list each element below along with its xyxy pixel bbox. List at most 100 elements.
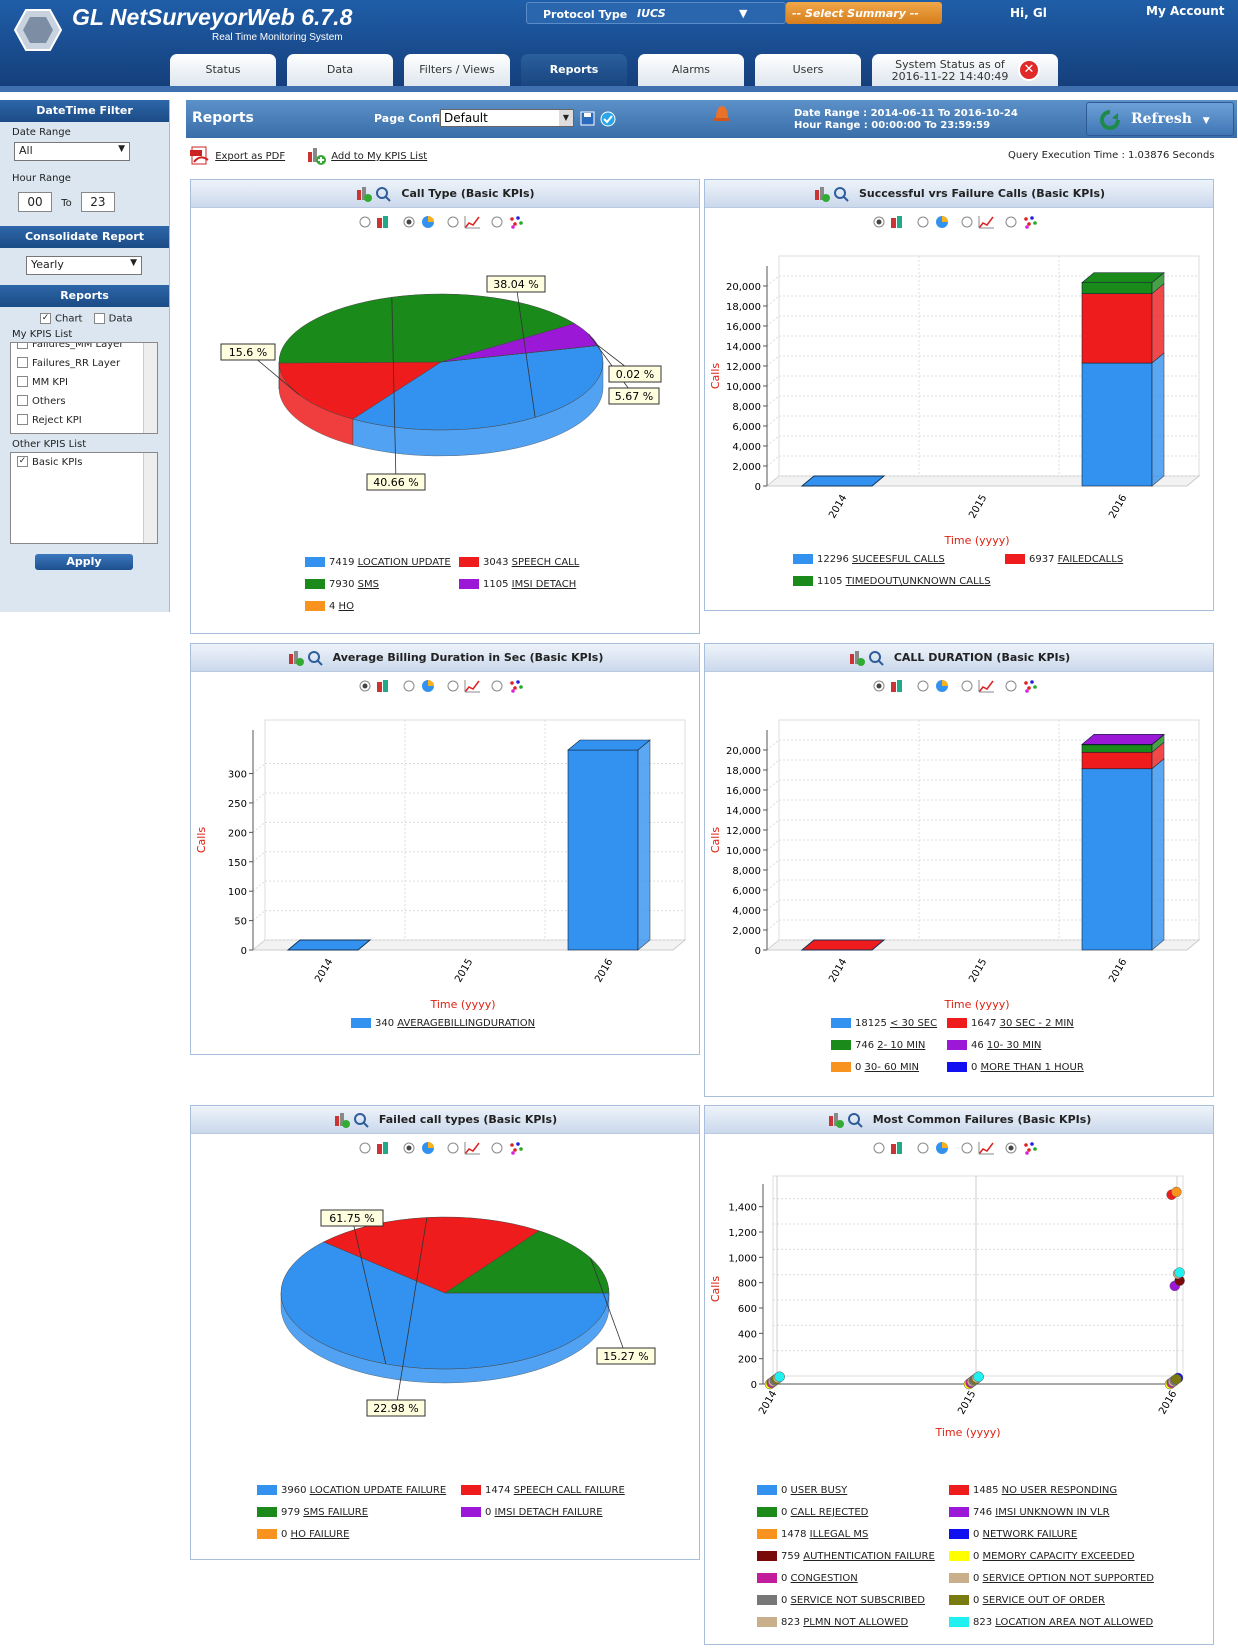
legend-label[interactable]: IMSI DETACH xyxy=(511,579,577,590)
radio-icon[interactable] xyxy=(447,216,459,228)
legend-label[interactable]: IMSI UNKNOWN IN VLR xyxy=(995,1507,1110,1518)
list-scrollbar[interactable] xyxy=(143,452,157,543)
scatter-point[interactable] xyxy=(973,1371,984,1383)
legend-item[interactable]: 3043 SPEECH CALL xyxy=(459,557,579,568)
legend-label[interactable]: SUCEESFUL CALLS xyxy=(852,554,945,565)
date-range-select[interactable]: All ▼ xyxy=(14,142,130,161)
legend-item[interactable]: 1478 ILLEGAL MS xyxy=(757,1529,868,1540)
consolidate-select[interactable]: Yearly ▼ xyxy=(26,256,142,275)
legend-item[interactable]: 0 MEMORY CAPACITY EXCEEDED xyxy=(949,1551,1135,1562)
chart-type-bar3d[interactable] xyxy=(359,214,399,230)
kpi-checkbox[interactable]: ✓ xyxy=(17,456,28,467)
chart-type-line[interactable] xyxy=(961,678,1001,694)
bar-segment[interactable] xyxy=(286,939,372,951)
chart-type-pie[interactable] xyxy=(917,1140,957,1156)
legend-item[interactable]: 0 CALL REJECTED xyxy=(757,1507,868,1518)
radio-icon[interactable] xyxy=(873,1142,885,1154)
save-config-icon[interactable] xyxy=(580,110,618,128)
legend-label[interactable]: SERVICE OUT OF ORDER xyxy=(982,1595,1105,1606)
radio-icon[interactable] xyxy=(1005,680,1017,692)
legend-label[interactable]: CALL REJECTED xyxy=(790,1507,869,1518)
chart-type-bar3d[interactable] xyxy=(873,1140,913,1156)
chart-type-pie[interactable] xyxy=(917,214,957,230)
zoom-icon[interactable] xyxy=(375,186,393,202)
list-item[interactable]: Reject KPI xyxy=(11,411,157,430)
pie-slice[interactable] xyxy=(444,1230,610,1294)
legend-item[interactable]: 6937 FAILEDCALLS xyxy=(1005,554,1123,565)
list-item[interactable]: Failures_MM Layer xyxy=(11,342,157,354)
legend-label[interactable]: SPEECH CALL xyxy=(511,557,580,568)
chart-type-scatter[interactable] xyxy=(491,1140,531,1156)
refresh-button[interactable]: Refresh ▼ xyxy=(1086,102,1234,136)
hour-to-input[interactable]: 23 xyxy=(80,192,115,212)
legend-label[interactable]: SMS xyxy=(357,579,379,590)
add-kpi-icon[interactable] xyxy=(827,1112,845,1128)
zoom-icon[interactable] xyxy=(833,186,851,202)
legend-label[interactable]: LOCATION UPDATE xyxy=(357,557,451,568)
legend-item[interactable]: 0 HO FAILURE xyxy=(257,1529,349,1540)
bar-segment[interactable] xyxy=(1081,362,1153,487)
legend-label[interactable]: SPEECH CALL FAILURE xyxy=(513,1485,625,1496)
tab-data[interactable]: Data xyxy=(287,54,393,86)
list-scrollbar[interactable] xyxy=(143,342,157,433)
chart-type-bar3d[interactable] xyxy=(359,1140,399,1156)
legend-item[interactable]: 746 IMSI UNKNOWN IN VLR xyxy=(949,1507,1110,1518)
list-item[interactable]: MM KPI xyxy=(11,373,157,392)
legend-item[interactable]: 340 AVERAGEBILLINGDURATION xyxy=(351,1018,535,1029)
chart-type-scatter[interactable] xyxy=(1005,1140,1045,1156)
hour-from-input[interactable]: 00 xyxy=(18,192,52,212)
zoom-icon[interactable] xyxy=(868,650,886,666)
radio-icon[interactable] xyxy=(917,1142,929,1154)
kpi-checkbox[interactable] xyxy=(17,414,28,425)
chart-type-scatter[interactable] xyxy=(491,214,531,230)
legend-label[interactable]: PLMN NOT ALLOWED xyxy=(803,1617,909,1628)
radio-icon[interactable] xyxy=(961,216,973,228)
radio-icon[interactable] xyxy=(961,680,973,692)
legend-item[interactable]: 0 SERVICE NOT SUBSCRIBED xyxy=(757,1595,925,1606)
chart-type-scatter[interactable] xyxy=(1005,678,1045,694)
protocol-type-select[interactable]: Protocol Type IUCS ▼ xyxy=(526,2,786,24)
legend-label[interactable]: TIMEDOUT\UNKNOWN CALLS xyxy=(845,576,991,587)
legend-item[interactable]: 0 USER BUSY xyxy=(757,1485,847,1496)
add-kpis-link[interactable]: Add to My KPIS List xyxy=(306,146,427,166)
add-kpi-icon[interactable] xyxy=(355,186,373,202)
list-item[interactable]: Failures_RR Layer xyxy=(11,354,157,373)
scatter-point[interactable] xyxy=(1171,1186,1182,1198)
radio-icon[interactable] xyxy=(447,680,459,692)
legend-label[interactable]: SERVICE OPTION NOT SUPPORTED xyxy=(982,1573,1154,1584)
kpi-checkbox[interactable] xyxy=(17,376,28,387)
legend-item[interactable]: 0 NETWORK FAILURE xyxy=(949,1529,1077,1540)
scatter-point[interactable] xyxy=(1174,1267,1185,1278)
legend-label[interactable]: NO USER RESPONDING xyxy=(1001,1485,1118,1496)
alarm-bell-icon[interactable] xyxy=(710,102,734,124)
legend-item[interactable]: 0 SERVICE OPTION NOT SUPPORTED xyxy=(949,1573,1154,1584)
legend-label[interactable]: 30- 60 MIN xyxy=(864,1062,920,1073)
chart-type-pie[interactable] xyxy=(403,214,443,230)
kpi-checkbox[interactable] xyxy=(17,342,28,349)
tab-reports[interactable]: Reports xyxy=(521,54,627,86)
legend-label[interactable]: HO FAILURE xyxy=(290,1529,350,1540)
scatter-point[interactable] xyxy=(1171,1373,1182,1385)
radio-icon[interactable] xyxy=(403,680,415,692)
legend-item[interactable]: 7419 LOCATION UPDATE xyxy=(305,557,451,568)
zoom-icon[interactable] xyxy=(847,1112,865,1128)
tab-users[interactable]: Users xyxy=(755,54,861,86)
legend-label[interactable]: CONGESTION xyxy=(790,1573,858,1584)
legend-item[interactable]: 759 AUTHENTICATION FAILURE xyxy=(757,1551,935,1562)
legend-item[interactable]: 0 IMSI DETACH FAILURE xyxy=(461,1507,603,1518)
legend-item[interactable]: 12296 SUCEESFUL CALLS xyxy=(793,554,945,565)
tab-alarms[interactable]: Alarms xyxy=(638,54,744,86)
legend-label[interactable]: NETWORK FAILURE xyxy=(982,1529,1078,1540)
bar-segment[interactable] xyxy=(1081,744,1153,753)
legend-label[interactable]: FAILEDCALLS xyxy=(1057,554,1124,565)
radio-icon[interactable] xyxy=(359,216,371,228)
apply-button[interactable]: Apply xyxy=(35,553,133,570)
list-item[interactable]: Others xyxy=(11,392,157,411)
select-summary-dropdown[interactable]: -- Select Summary -- xyxy=(786,2,942,24)
legend-item[interactable]: 823 PLMN NOT ALLOWED xyxy=(757,1617,908,1628)
legend-item[interactable]: 3960 LOCATION UPDATE FAILURE xyxy=(257,1485,446,1496)
data-checkbox[interactable] xyxy=(93,313,105,324)
legend-item[interactable]: 823 LOCATION AREA NOT ALLOWED xyxy=(949,1617,1153,1628)
chart-type-bar3d[interactable] xyxy=(873,678,913,694)
bar-segment[interactable] xyxy=(800,475,886,487)
